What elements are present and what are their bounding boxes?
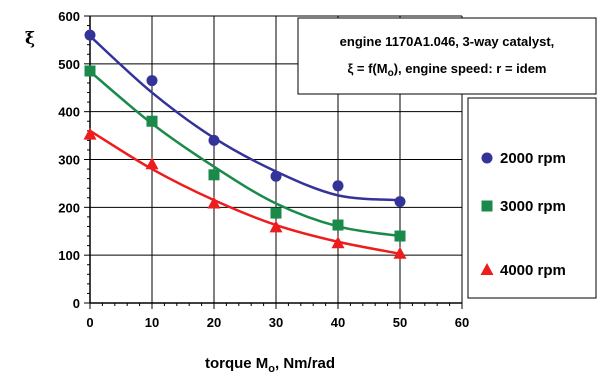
data-point-3000-rpm (146, 115, 158, 127)
data-point-2000-rpm (208, 134, 220, 146)
annotation-line-1: engine 1170A1.046, 3-way catalyst, (340, 34, 555, 49)
data-point-2000-rpm (84, 29, 96, 41)
x-tick-labels: 0 10 20 30 40 50 60 (86, 315, 469, 330)
x-tick-label-40: 40 (331, 315, 345, 330)
data-point-4000-rpm (145, 157, 159, 170)
x-tick-label-20: 20 (207, 315, 221, 330)
y-tick-label-100: 100 (58, 248, 80, 263)
x-tick-label-0: 0 (86, 315, 93, 330)
data-point-2000-rpm (394, 196, 406, 208)
annotation-box: engine 1170A1.046, 3-way catalyst, ξ = f… (297, 17, 597, 95)
annotation-line-2-sub: o (388, 68, 394, 79)
y-tick-labels: 0 100 200 300 400 500 600 (58, 9, 80, 311)
fit-curve-2000-rpm (89, 35, 401, 202)
x-axis-title: torque Mo, Nm/rad (205, 355, 335, 375)
x-tick-label-30: 30 (269, 315, 283, 330)
data-point-3000-rpm (332, 219, 344, 231)
data-point-4000-rpm (207, 196, 221, 209)
legend-label-4000-rpm: 4000 rpm (500, 262, 566, 279)
annotation-line-2: ξ = f(Mo), engine speed: r = idem (348, 61, 547, 79)
x-axis-title-sub: o (268, 363, 275, 375)
annotation-line-2-suffix: ), engine speed: r = idem (394, 61, 547, 76)
data-point-4000-rpm (269, 220, 283, 233)
data-point-3000-rpm (394, 230, 406, 242)
data-point-3000-rpm (84, 65, 96, 77)
y-tick-label-300: 300 (58, 153, 80, 168)
legend-label-2000-rpm: 2000 rpm (500, 150, 566, 167)
fit-curve-3000-rpm (89, 70, 401, 238)
y-tick-label-400: 400 (58, 105, 80, 120)
x-tick-label-60: 60 (455, 315, 469, 330)
data-points (83, 29, 407, 259)
data-point-3000-rpm (270, 207, 282, 219)
y-tick-label-0: 0 (73, 296, 80, 311)
legend-marker-2000-rpm (481, 152, 493, 164)
data-point-2000-rpm (146, 75, 158, 87)
data-point-4000-rpm (393, 246, 407, 259)
x-axis-title-unit: , Nm/rad (275, 355, 335, 372)
data-point-4000-rpm (331, 236, 345, 249)
data-point-3000-rpm (208, 169, 220, 181)
x-tick-label-10: 10 (145, 315, 159, 330)
data-point-2000-rpm (332, 180, 344, 192)
x-axis-title-main: torque M (205, 355, 268, 372)
data-point-2000-rpm (270, 170, 282, 182)
y-axis-title: ξ (25, 29, 35, 49)
y-tick-label-600: 600 (58, 9, 80, 24)
legend-marker-3000-rpm (481, 200, 493, 212)
axes (84, 15, 463, 309)
legend: 2000 rpm 3000 rpm 4000 rpm (467, 97, 597, 299)
y-tick-label-500: 500 (58, 57, 80, 72)
data-point-4000-rpm (83, 127, 97, 140)
y-tick-label-200: 200 (58, 200, 80, 215)
fit-curve-4000-rpm (89, 129, 401, 255)
legend-marker-4000-rpm (480, 263, 494, 275)
legend-label-3000-rpm: 3000 rpm (500, 198, 566, 215)
x-tick-label-50: 50 (393, 315, 407, 330)
annotation-line-2-prefix: ξ = f(M (348, 61, 388, 76)
